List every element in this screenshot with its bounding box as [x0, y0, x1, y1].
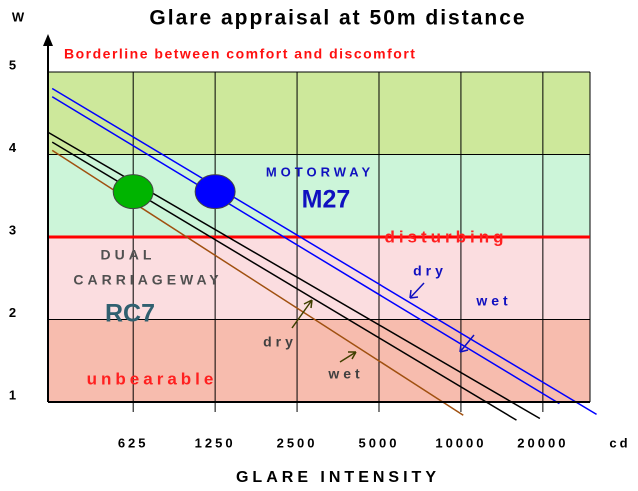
annotation: wet — [327, 366, 363, 382]
x-tick-label: 5000 — [359, 435, 400, 450]
annotation: dry — [413, 263, 447, 279]
x-unit: cd — [609, 435, 630, 450]
x-tick-label: 1250 — [195, 435, 236, 450]
annotation: RC7 — [105, 300, 155, 328]
band — [48, 237, 590, 320]
x-tick-label: 10000 — [435, 435, 486, 450]
annotation: DUAL — [101, 247, 156, 263]
arrow — [409, 282, 425, 299]
band — [48, 319, 590, 402]
line — [51, 96, 560, 405]
x-tick-label: 20000 — [517, 435, 568, 450]
y-tick-label: 5 — [9, 57, 19, 72]
y-tick-label: 4 — [9, 140, 19, 155]
chart-title: Glare appraisal at 50m distance — [149, 7, 526, 30]
x-tick-label: 625 — [118, 435, 149, 450]
y-tick-label: 1 — [9, 387, 19, 402]
marker — [112, 174, 154, 210]
y-axis-arrow — [43, 34, 53, 46]
arrow — [459, 334, 475, 353]
marker — [194, 174, 236, 210]
x-axis-label: GLARE INTENSITY — [236, 469, 440, 486]
y-tick-label: 2 — [9, 305, 19, 320]
arrow — [339, 351, 357, 363]
band — [48, 72, 590, 155]
y-tick-label: 3 — [9, 222, 19, 237]
arrows — [291, 282, 475, 363]
annotation: M27 — [302, 186, 351, 214]
annotation: Borderline between comfort and discomfor… — [64, 46, 416, 62]
x-tick-label: 2500 — [277, 435, 318, 450]
y-axis-label: W — [12, 9, 25, 24]
arrow — [291, 299, 313, 329]
line — [51, 87, 597, 416]
annotation: MOTORWAY — [266, 164, 374, 179]
annotation: disturbing — [384, 227, 507, 246]
annotation: dry — [263, 334, 297, 350]
annotations: Borderline between comfort and discomfor… — [64, 46, 511, 389]
plot-area: 1 2 3 4 5 625 1250 2500 5000 10000 20000 — [9, 34, 597, 450]
annotation: unbearable — [87, 369, 218, 388]
annotation: wet — [475, 293, 511, 309]
annotation: CARRIAGEWAY — [73, 272, 222, 288]
